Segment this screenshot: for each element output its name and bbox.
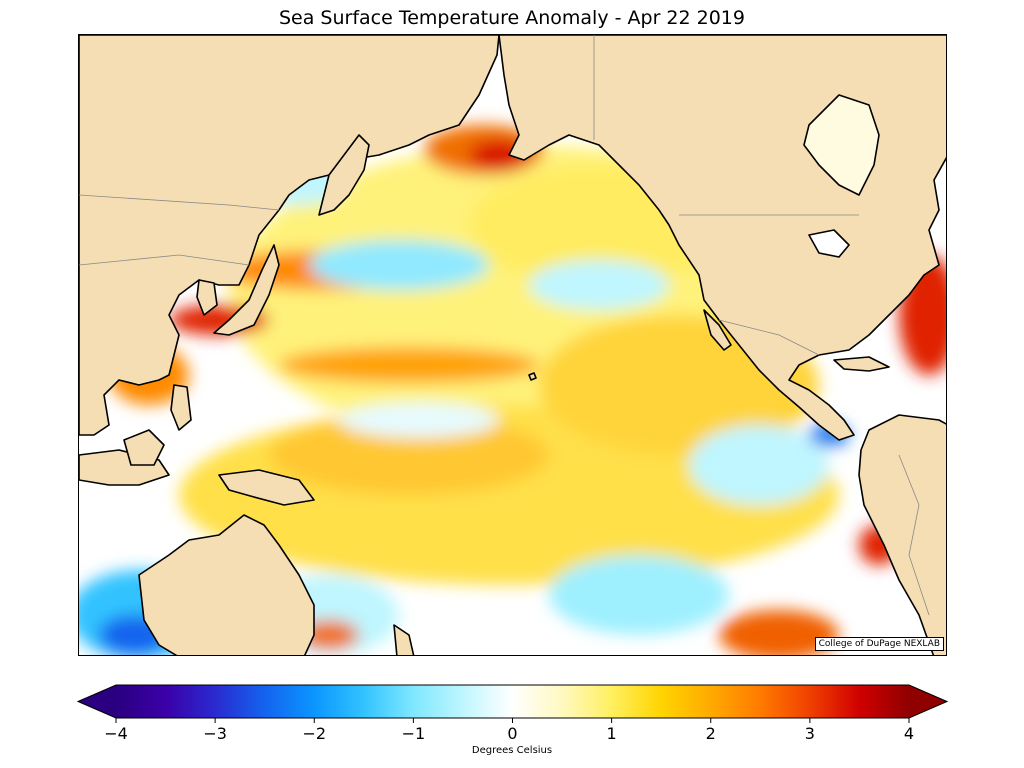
- colorbar-tick-label: −3: [203, 724, 227, 743]
- sst-anomaly-field: [79, 125, 946, 655]
- colorbar-max-arrow: [909, 685, 947, 718]
- chart-title: Sea Surface Temperature Anomaly - Apr 22…: [278, 7, 745, 29]
- great-lakes: [808, 229, 850, 258]
- colorbar: [76, 684, 949, 723]
- philippines: [170, 384, 192, 431]
- land-masses: [79, 35, 946, 655]
- colorbar-label: Degrees Celsius: [471, 745, 553, 756]
- asia-landmass: [79, 35, 500, 436]
- colorbar-tick-label: 1: [606, 724, 617, 743]
- hudson-bay: [803, 94, 880, 196]
- new-guinea-island: [218, 469, 315, 506]
- korea-peninsula: [196, 279, 218, 316]
- cuba-island: [833, 356, 890, 372]
- new-zealand-islands: [393, 624, 415, 655]
- colorbar-min-arrow: [78, 685, 116, 718]
- borneo-island: [123, 429, 165, 466]
- sst-anomaly-map: College of DuPage NEXLAB: [78, 34, 947, 656]
- japan-islands: [213, 244, 280, 336]
- colorbar-tick-label: 4: [903, 724, 915, 743]
- colorbar-tick-label: 0: [507, 724, 518, 743]
- colorbar-tick-label: 3: [804, 724, 815, 743]
- country-borders: [79, 35, 930, 616]
- credit-label: College of DuPage NEXLAB: [814, 637, 944, 651]
- kamchatka-peninsula: [318, 134, 370, 216]
- colorbar-tick-label: 2: [705, 724, 716, 743]
- south-america-continent: [858, 414, 946, 655]
- colorbar-tick-label: −4: [104, 724, 128, 743]
- colorbar-tick-label: −2: [302, 724, 327, 743]
- colorbar-gradient: [116, 685, 909, 718]
- baja-california: [703, 309, 732, 351]
- colorbar-tick-label: −1: [401, 724, 426, 743]
- australia-continent: [138, 514, 315, 655]
- hawaii-islands: [528, 372, 537, 381]
